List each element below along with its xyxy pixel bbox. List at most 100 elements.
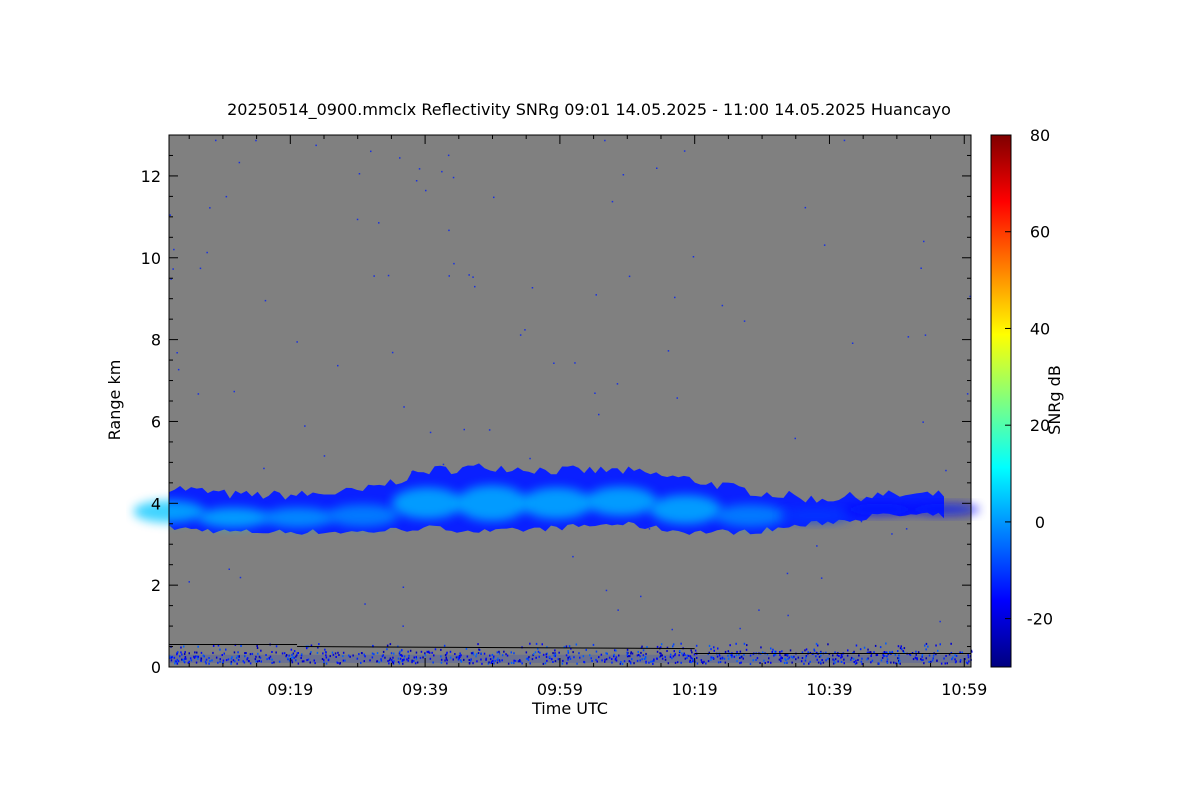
clutter-pixel — [914, 656, 917, 659]
clutter-pixel — [925, 648, 927, 651]
clutter-pixel — [804, 649, 806, 652]
clutter-pixel — [854, 662, 857, 665]
clutter-pixel — [813, 649, 816, 652]
noise-pixel — [860, 520, 863, 523]
clutter-pixel — [861, 657, 863, 660]
cloud-core — [520, 487, 593, 520]
clutter-pixel — [650, 660, 652, 663]
clutter-pixel — [840, 661, 843, 663]
clutter-pixel — [446, 651, 448, 654]
clutter-pixel — [718, 654, 721, 657]
noise-pixel — [572, 555, 574, 558]
clutter-pixel — [689, 655, 692, 658]
clutter-pixel — [795, 658, 797, 661]
clutter-pixel — [444, 654, 447, 657]
clutter-pixel — [180, 646, 182, 649]
clutter-pixel — [449, 650, 452, 653]
noise-pixel — [296, 341, 298, 343]
clutter-pixel — [837, 660, 839, 663]
clutter-pixel — [348, 654, 350, 657]
clutter-pixel — [217, 644, 220, 647]
clutter-pixel — [674, 654, 676, 657]
clutter-pixel — [336, 661, 338, 664]
clutter-pixel — [822, 661, 825, 664]
clutter-pixel — [944, 662, 946, 665]
noise-pixel — [595, 294, 597, 296]
clutter-pixel — [620, 661, 622, 663]
clutter-pixel — [966, 662, 969, 665]
clutter-pixel — [420, 650, 423, 653]
clutter-pixel — [243, 661, 246, 664]
noise-pixel — [628, 275, 631, 278]
clutter-pixel — [397, 657, 400, 660]
noise-pixel — [364, 603, 366, 605]
clutter-pixel — [860, 660, 863, 663]
clutter-pixel — [434, 648, 437, 651]
clutter-pixel — [177, 651, 179, 654]
clutter-pixel — [236, 655, 239, 658]
noise-pixel — [418, 168, 421, 170]
clutter-pixel — [440, 648, 442, 651]
clutter-pixel — [628, 660, 631, 663]
clutter-pixel — [867, 657, 869, 660]
clutter-pixel — [538, 655, 540, 658]
clutter-pixel — [413, 656, 415, 659]
clutter-pixel — [256, 660, 259, 663]
clutter-pixel — [692, 660, 694, 663]
clutter-pixel — [950, 642, 952, 645]
clutter-pixel — [300, 657, 302, 659]
noise-pixel — [323, 455, 326, 457]
clutter-pixel — [211, 659, 213, 662]
noise-pixel — [721, 304, 724, 307]
clutter-pixel — [797, 656, 800, 659]
clutter-pixel — [303, 660, 305, 663]
clutter-pixel — [271, 661, 273, 664]
clutter-pixel — [295, 659, 297, 662]
clutter-pixel — [255, 655, 257, 658]
clutter-pixel — [551, 658, 553, 661]
cloud-layer — [133, 463, 980, 535]
clutter-pixel — [894, 653, 897, 656]
clutter-pixel — [629, 661, 632, 664]
clutter-pixel — [558, 651, 560, 654]
clutter-pixel — [886, 658, 889, 661]
clutter-pixel — [915, 657, 917, 660]
noise-pixel — [648, 528, 651, 530]
clutter-pixel — [235, 656, 238, 659]
clutter-pixel — [967, 654, 969, 657]
clutter-pixel — [656, 645, 659, 648]
clutter-pixel — [288, 654, 290, 657]
clutter-pixel — [401, 649, 403, 652]
clutter-pixel — [959, 651, 961, 654]
clutter-pixel — [644, 657, 647, 660]
clutter-pixel — [874, 644, 877, 647]
clutter-pixel — [651, 660, 654, 663]
clutter-pixel — [615, 656, 618, 659]
clutter-pixel — [626, 648, 629, 651]
clutter-pixel — [219, 660, 221, 663]
clutter-pixel — [710, 658, 712, 661]
clutter-pixel — [416, 661, 419, 664]
clutter-pixel — [363, 660, 365, 663]
clutter-pixel — [660, 654, 662, 657]
clutter-pixel — [687, 654, 690, 657]
noise-pixel — [966, 393, 969, 395]
clutter-pixel — [779, 654, 781, 657]
clutter-pixel — [212, 651, 214, 654]
clutter-pixel — [631, 658, 633, 661]
clutter-pixel — [231, 656, 233, 659]
clutter-pixel — [583, 660, 585, 663]
clutter-pixel — [240, 645, 242, 647]
clutter-pixel — [498, 650, 500, 653]
clutter-pixel — [183, 660, 185, 663]
clutter-pixel — [386, 648, 388, 651]
clutter-pixel — [868, 651, 870, 654]
clutter-pixel — [952, 656, 954, 659]
clutter-pixel — [426, 650, 428, 653]
clutter-pixel — [640, 651, 642, 654]
clutter-pixel — [411, 659, 413, 662]
clutter-pixel — [840, 654, 843, 657]
clutter-pixel — [567, 651, 570, 654]
clutter-pixel — [237, 651, 239, 654]
clutter-pixel — [721, 657, 723, 660]
